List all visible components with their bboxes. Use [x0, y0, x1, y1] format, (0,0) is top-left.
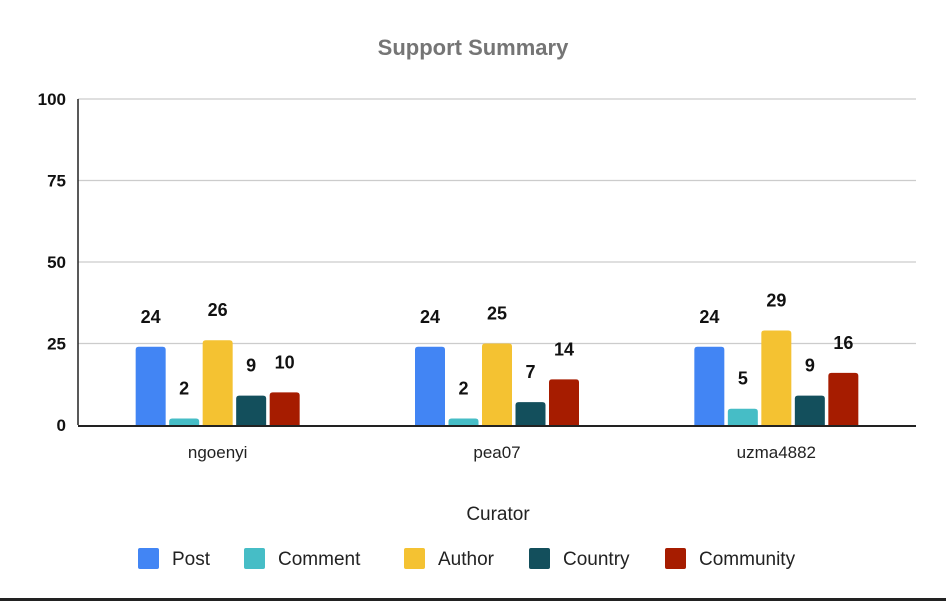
data-label: 24 [699, 307, 719, 327]
legend-label-comment: Comment [278, 549, 361, 570]
data-label: 24 [420, 307, 440, 327]
legend-swatch-post [138, 548, 159, 569]
legend-swatch-author [404, 548, 425, 569]
y-tick-label: 100 [38, 90, 66, 109]
data-label: 24 [141, 307, 161, 327]
data-label: 10 [275, 352, 295, 372]
bottom-divider [0, 598, 946, 601]
y-axis: 0 25 50 75 100 [38, 90, 79, 435]
bar-country [794, 395, 825, 425]
chart-title: Support Summary [378, 35, 569, 60]
bar-author [761, 330, 792, 425]
y-tick-label: 75 [47, 172, 66, 191]
legend-label-community: Community [699, 549, 796, 570]
x-tick-label: ngoenyi [188, 443, 248, 462]
y-tick-label: 50 [47, 253, 66, 272]
x-tick-label: uzma4882 [737, 443, 816, 462]
y-tick-label: 0 [57, 416, 66, 435]
legend: Post Comment Author Country Community [138, 548, 796, 570]
x-axis: ngoenyi pea07 uzma4882 [78, 425, 916, 462]
legend-swatch-country [529, 548, 550, 569]
x-tick-label: pea07 [473, 443, 520, 462]
bars: 24 2 26 9 10 24 2 25 7 14 24 5 29 9 16 [135, 290, 859, 425]
bar-country [515, 402, 546, 425]
bar-post [694, 346, 725, 425]
y-tick-label: 25 [47, 335, 66, 354]
data-label: 2 [179, 378, 189, 398]
bar-comment [727, 408, 758, 425]
data-label: 5 [738, 369, 748, 389]
bar-post [415, 346, 445, 425]
bar-comment [169, 418, 200, 425]
data-label: 9 [246, 356, 256, 376]
bar-comment [448, 418, 479, 425]
data-label: 2 [458, 378, 468, 398]
bar-community [828, 372, 859, 425]
bar-author [482, 343, 512, 425]
data-label: 14 [554, 339, 574, 359]
data-label: 16 [833, 333, 853, 353]
data-label: 7 [525, 362, 535, 382]
bar-country [236, 395, 267, 425]
legend-label-post: Post [172, 549, 211, 570]
legend-label-country: Country [563, 549, 630, 570]
data-label: 9 [805, 356, 815, 376]
bar-author [202, 340, 233, 425]
bar-post [135, 346, 166, 425]
data-label: 25 [487, 304, 507, 324]
data-label: 26 [208, 300, 228, 320]
bar-community [269, 392, 300, 425]
data-label: 29 [766, 290, 786, 310]
bar-community [549, 379, 579, 425]
legend-swatch-community [665, 548, 686, 569]
legend-swatch-comment [244, 548, 265, 569]
legend-label-author: Author [438, 549, 495, 570]
x-axis-label: Curator [466, 504, 530, 525]
